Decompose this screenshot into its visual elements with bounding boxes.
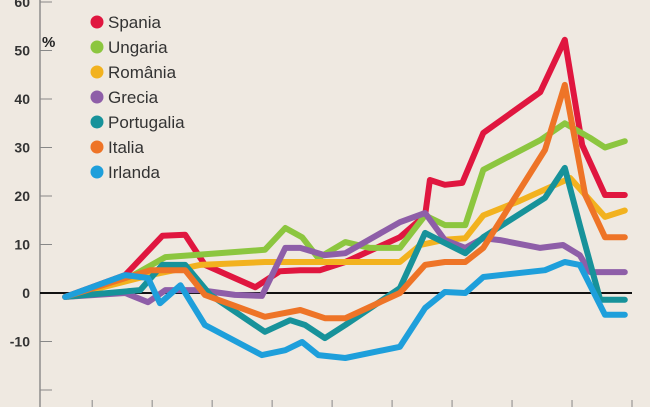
series-line-grecia <box>62 210 628 306</box>
legend-label: Portugalia <box>108 113 185 132</box>
y-tick-label: 0 <box>22 285 30 301</box>
series-line-italia <box>62 81 628 322</box>
series-line-irlanda <box>62 259 628 361</box>
y-axis-unit: % <box>42 34 55 51</box>
legend-marker <box>90 65 104 79</box>
y-tick-label: 30 <box>14 140 30 156</box>
legend-item: Spania <box>90 13 161 32</box>
y-tick-label: 50 <box>14 43 30 59</box>
y-tick-label: 40 <box>14 91 30 107</box>
series-lines <box>62 36 628 361</box>
legend-marker <box>90 15 104 29</box>
series-line-spania <box>62 36 628 300</box>
legend-marker <box>90 140 104 154</box>
legend-marker <box>90 115 104 129</box>
legend-marker <box>90 40 104 54</box>
legend-label: Spania <box>108 13 161 32</box>
legend-label: România <box>108 63 177 82</box>
legend-item: Grecia <box>90 88 159 107</box>
legend-label: Irlanda <box>108 163 161 182</box>
legend: Spania Ungaria România Grecia Portugalia Ital… <box>90 13 185 182</box>
legend-marker <box>90 90 104 104</box>
legend-item: România <box>90 63 177 82</box>
legend-item: Ungaria <box>90 38 168 57</box>
legend-item: Italia <box>90 138 144 157</box>
legend-label: Ungaria <box>108 38 168 57</box>
legend-label: Italia <box>108 138 144 157</box>
legend-marker <box>90 165 104 179</box>
legend-label: Grecia <box>108 88 159 107</box>
series-line-ungaria <box>62 120 628 300</box>
y-tick-label: -10 <box>10 334 30 350</box>
y-tick-label: 20 <box>14 188 30 204</box>
legend-item: Irlanda <box>90 163 161 182</box>
legend-item: Portugalia <box>90 113 185 132</box>
y-tick-label: 10 <box>14 237 30 253</box>
y-tick-label: 60 <box>14 0 30 10</box>
